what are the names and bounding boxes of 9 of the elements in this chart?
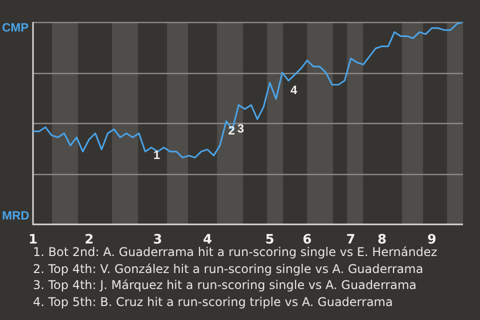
text: 4. Top 5th: B. Cruz hit a run-scoring triple vs A. Guaderrama bbox=[33, 294, 394, 310]
annotation: 2 bbox=[228, 123, 236, 138]
text: 2. Top 4th: V. González hit a run-scoring single vs A. Guaderrama bbox=[33, 260, 424, 277]
text: 3. Top 4th: J. Márquez hit a run-scoring single vs A. Guaderrama bbox=[33, 277, 418, 294]
annotation: 4 bbox=[290, 83, 298, 98]
annotation: 3 bbox=[237, 122, 244, 136]
text: MRD bbox=[2, 208, 30, 223]
annotation: 1 bbox=[153, 148, 160, 162]
text: CMP bbox=[2, 20, 29, 34]
